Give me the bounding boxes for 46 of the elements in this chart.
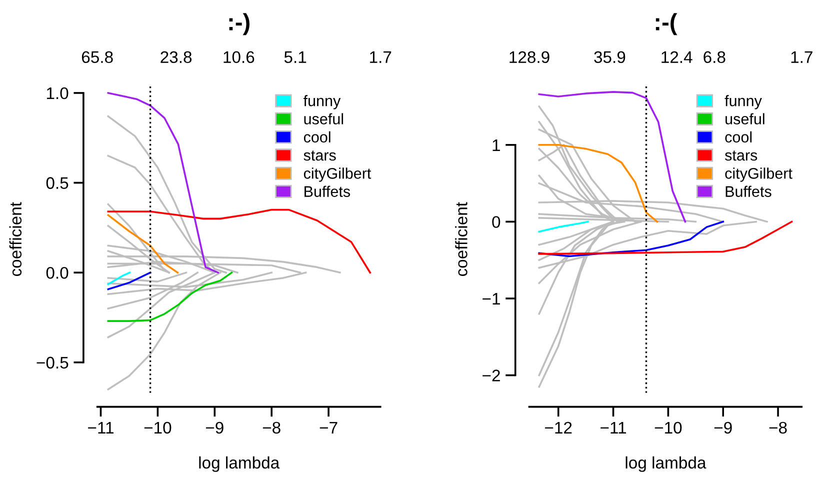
x-tick-label: −11: [600, 422, 626, 434]
legend-label: cool: [725, 131, 752, 143]
x-tick-label: −10: [654, 422, 682, 434]
x2-tick-label: 65.8: [82, 51, 113, 64]
x-tick-label: −10: [144, 422, 172, 434]
legend-label: funny: [304, 95, 341, 110]
legend-label: Buffets: [726, 186, 772, 197]
x2-tick-label: 23.8: [160, 51, 192, 64]
x-tick-label: −9: [714, 422, 732, 434]
legend-label: funny: [724, 95, 762, 110]
y-tick-label: 0: [492, 216, 500, 228]
y-tick-label: −1: [482, 293, 500, 305]
y-tick-label: −2: [482, 370, 500, 382]
x2-tick-label: 1.7: [370, 51, 392, 63]
y-axis-title: coefficient: [455, 202, 468, 276]
legend-label: stars: [304, 150, 336, 161]
legend-label: cool: [304, 131, 330, 143]
y-tick-label: 1.0: [46, 87, 68, 100]
x-tick-label: −11: [88, 422, 114, 434]
x-tick-label: −7: [320, 422, 338, 434]
x-tick-label: −9: [206, 422, 224, 434]
legend-label: cityGilbert: [725, 168, 792, 182]
y-tick-label: 1: [492, 139, 500, 151]
legend-label: stars: [724, 150, 758, 161]
x-axis-title: log lambda: [626, 456, 706, 472]
x-tick-label: −12: [545, 422, 572, 434]
x2-tick-label: 5.1: [284, 51, 306, 64]
y-axis-title: coefficient: [9, 202, 22, 276]
y-tick-label: 0.5: [46, 177, 68, 189]
legend-label: cityGilbert: [304, 168, 372, 182]
x-tick-label: −8: [769, 422, 787, 434]
x2-tick-label: 6.8: [704, 51, 726, 64]
y-tick-label: 0.0: [46, 266, 68, 279]
y-tick-label: −0.5: [36, 356, 68, 369]
x2-tick-label: 128.9: [510, 51, 550, 64]
chart-title: :-): [229, 13, 250, 36]
x-axis-title: log lambda: [199, 456, 280, 472]
x2-tick-label: 1.7: [791, 51, 812, 63]
x-tick-label: −8: [262, 422, 280, 434]
x2-tick-label: 10.6: [224, 51, 254, 64]
legend-label: useful: [726, 113, 764, 124]
legend-label: Buffets: [304, 186, 350, 197]
chart-title: :-(: [656, 13, 678, 36]
legend-label: useful: [304, 113, 344, 124]
x2-tick-label: 35.9: [594, 51, 626, 64]
x2-tick-label: 12.4: [662, 51, 692, 63]
